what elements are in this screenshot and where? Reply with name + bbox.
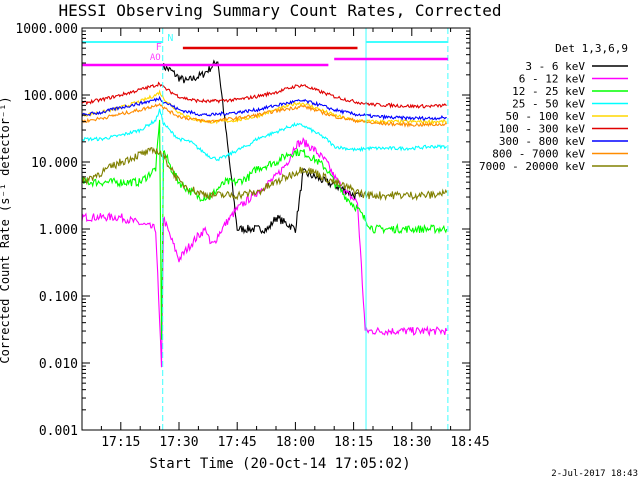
y-tick-label-7: 1000.000	[15, 22, 78, 37]
axes-layer: 17:15 17:30 17:45 18:00 18:15 18:30 18:45 0.001…	[15, 22, 489, 450]
series-line-3	[81, 119, 448, 340]
series-line-9	[81, 146, 448, 202]
legend-label-8: 800 - 7000 keV	[492, 148, 585, 161]
y-tick-label-5: 10.000	[31, 156, 78, 171]
legend-label-3: 12 - 25 keV	[512, 85, 585, 98]
x-axis-label: Start Time (20-Oct-14 17:05:02)	[149, 456, 410, 472]
legend-label-5: 50 - 100 keV	[506, 110, 586, 123]
y-tick-label-4: 1.000	[39, 223, 78, 238]
y-tick-label-6: 100.000	[23, 89, 78, 104]
flag-label-ao: AO	[150, 53, 161, 63]
x-tick-label-2: 17:30	[159, 435, 198, 450]
flag-label-n: N	[167, 33, 173, 44]
series-line-4	[81, 108, 447, 162]
legend-label-1: 3 - 6 keV	[525, 60, 585, 73]
x-tick-label-4: 18:00	[276, 435, 315, 450]
x-tick-label-6: 18:30	[392, 435, 431, 450]
y-tick-label-3: 0.100	[39, 290, 78, 305]
y-axis-label: Corrected Count Rate (s⁻¹ detector⁻¹)	[0, 96, 12, 363]
series-line-8	[81, 102, 448, 128]
series-line-1	[162, 59, 362, 235]
x-tick-label-1: 17:15	[101, 435, 140, 450]
x-tick-label-3: 17:45	[218, 435, 257, 450]
x-tick-label-5: 18:15	[334, 435, 373, 450]
legend-label-9: 7000 - 20000 keV	[479, 160, 585, 173]
y-tick-label-1: 0.001	[39, 424, 78, 439]
series-line-7	[81, 95, 447, 121]
series-line-6	[81, 81, 447, 109]
x-tick-label-7: 18:45	[450, 435, 489, 450]
legend-label-4: 25 - 50 keV	[512, 98, 585, 111]
legend-label-7: 300 - 800 keV	[499, 135, 585, 148]
legend-label-2: 6 - 12 keV	[519, 73, 586, 86]
series-layer	[81, 59, 448, 368]
legend-label-6: 100 - 300 keV	[499, 123, 585, 136]
flag-label-f: F	[156, 42, 162, 53]
flags-layer: FN AO	[82, 28, 449, 430]
chart-title: HESSI Observing Summary Count Rates, Cor…	[58, 1, 501, 20]
footer-date: 2-Jul-2017 18:43	[551, 469, 638, 479]
legend-title: Det 1,3,6,9	[555, 42, 628, 55]
y-tick-label-2: 0.010	[39, 357, 78, 372]
